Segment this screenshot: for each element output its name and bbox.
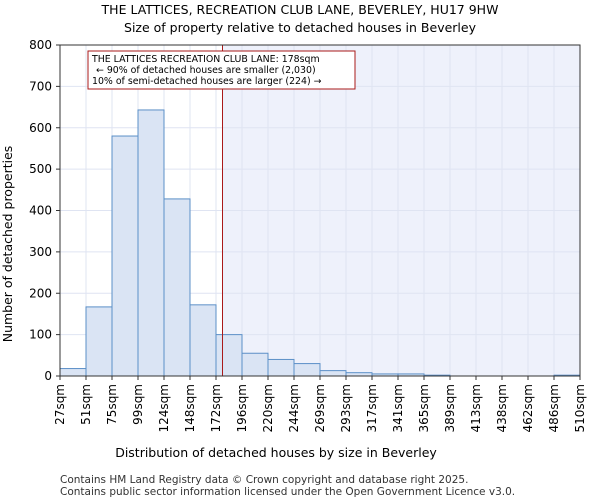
x-tick-label: 99sqm <box>131 384 145 425</box>
x-tick-label: 317sqm <box>365 384 379 432</box>
x-tick-label: 510sqm <box>573 384 587 432</box>
x-tick-label: 293sqm <box>339 384 353 432</box>
y-tick-label: 600 <box>29 121 52 135</box>
footer-line-1: Contains HM Land Registry data © Crown c… <box>60 474 468 486</box>
y-axis-ticks: 0 100 200 300 400 500 600 700 800 <box>29 38 60 383</box>
x-tick-label: 220sqm <box>261 384 275 432</box>
y-tick-label: 700 <box>29 79 52 93</box>
bar-244sqm <box>293 363 321 377</box>
x-tick-label: 389sqm <box>443 384 457 432</box>
x-tick-label: 51sqm <box>79 384 93 425</box>
bar-51sqm <box>85 306 113 377</box>
x-tick-label: 269sqm <box>313 384 327 432</box>
x-tick-label: 244sqm <box>287 384 301 432</box>
x-tick-label: 413sqm <box>469 384 483 432</box>
bar-269sqm <box>319 370 347 377</box>
bar-75sqm <box>111 135 139 377</box>
chart-title: THE LATTICES, RECREATION CLUB LANE, BEVE… <box>101 2 499 17</box>
annotation-box <box>87 50 356 90</box>
x-tick-label: 196sqm <box>235 384 249 432</box>
bar-172sqm <box>215 334 243 377</box>
chart-subtitle: Size of property relative to detached ho… <box>124 20 477 35</box>
bar-148sqm <box>189 304 217 377</box>
y-tick-label: 300 <box>29 245 52 259</box>
x-tick-label: 341sqm <box>391 384 405 432</box>
bar-99sqm <box>137 109 165 377</box>
x-tick-label: 486sqm <box>547 384 561 432</box>
y-axis-label: Number of detached properties <box>0 146 15 343</box>
x-tick-label: 27sqm <box>53 384 67 425</box>
y-tick-label: 0 <box>44 369 52 383</box>
y-tick-label: 800 <box>29 38 52 52</box>
y-tick-label: 100 <box>29 328 52 342</box>
annotation-line-3: 10% of semi-detached houses are larger (… <box>92 76 322 87</box>
footer-line-2: Contains public sector information licen… <box>60 486 515 498</box>
x-tick-label: 438sqm <box>495 384 509 432</box>
x-tick-label: 172sqm <box>209 384 223 432</box>
x-tick-label: 148sqm <box>183 384 197 432</box>
marker-annotation: THE LATTICES RECREATION CLUB LANE: 178sq… <box>87 50 356 90</box>
annotation-line-1: THE LATTICES RECREATION CLUB LANE: 178sq… <box>91 54 320 65</box>
y-tick-label: 200 <box>29 286 52 300</box>
x-axis-ticks: 27sqm 51sqm 75sqm 99sqm 124sqm 148sqm 172sqm 19… <box>53 376 587 432</box>
x-tick-label: 365sqm <box>417 384 431 432</box>
bars-group <box>59 109 581 377</box>
y-tick-label: 500 <box>29 162 52 176</box>
x-tick-label: 124sqm <box>157 384 171 432</box>
bar-124sqm <box>163 198 191 377</box>
bar-27sqm <box>59 368 87 377</box>
annotation-line-2: ← 90% of detached houses are smaller (2,… <box>96 65 316 76</box>
x-tick-label: 462sqm <box>521 384 535 432</box>
y-tick-label: 400 <box>29 204 52 218</box>
bar-196sqm <box>241 352 269 377</box>
x-axis-label: Distribution of detached houses by size … <box>115 445 437 460</box>
bar-220sqm <box>267 358 295 377</box>
x-tick-label: 75sqm <box>105 384 119 425</box>
